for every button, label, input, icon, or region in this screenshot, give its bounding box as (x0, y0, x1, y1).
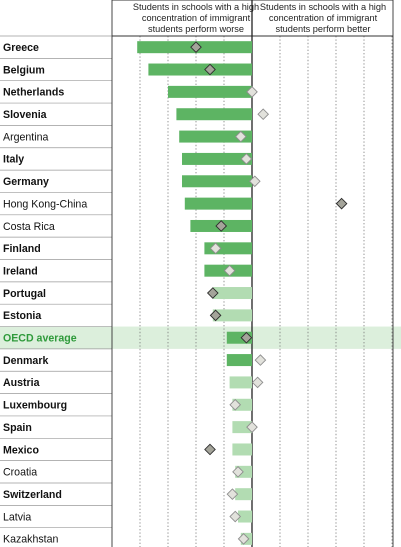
bar (238, 510, 252, 523)
bar (176, 108, 252, 121)
marker-diamond (246, 421, 258, 433)
marker-diamond (240, 153, 253, 165)
category-label: Latvia (3, 511, 31, 523)
category-label: Hong Kong-China (3, 198, 87, 210)
category-label: Croatia (3, 467, 37, 479)
oecd-average-band (0, 326, 401, 349)
category-label: Kazakhstan (3, 534, 58, 546)
marker-diamond (246, 86, 258, 98)
header-right-line-3: students perform better (276, 24, 371, 34)
category-label: Portugal (3, 288, 46, 300)
category-label: Luxembourg (3, 400, 67, 412)
bar (179, 130, 252, 143)
category-label: OECD average (3, 333, 77, 345)
category-label: Denmark (3, 355, 48, 367)
header-left-line-3: students perform worse (148, 24, 244, 34)
bar (184, 197, 252, 210)
bar (148, 63, 252, 76)
marker-diamond (229, 398, 242, 411)
category-label: Ireland (3, 265, 38, 277)
category-label: Netherlands (3, 87, 64, 99)
category-label: Italy (3, 154, 24, 166)
category-label: Spain (3, 422, 32, 434)
header-left-line-2: concentration of immigrant (142, 13, 251, 23)
marker-diamond (257, 108, 270, 121)
marker-diamond (215, 220, 228, 232)
category-label: Germany (3, 176, 49, 188)
category-label: Switzerland (3, 489, 62, 501)
bar (232, 443, 252, 456)
marker-diamond (223, 264, 236, 277)
marker-diamond (190, 41, 202, 54)
marker-diamond (209, 309, 222, 322)
bar (212, 309, 252, 322)
bar (212, 287, 252, 300)
chart-header: Students in schools with a high concentr… (133, 2, 386, 34)
category-label: Austria (3, 377, 40, 389)
category-label: Estonia (3, 310, 41, 322)
marker-diamond (240, 331, 253, 344)
bar (226, 354, 252, 367)
marker-diamond (206, 287, 219, 299)
bar (235, 488, 252, 501)
category-label: Mexico (3, 444, 39, 456)
marker-diamond (232, 465, 244, 478)
marker-diamond (254, 354, 267, 366)
marker-diamond (248, 175, 261, 188)
marker-diamond (237, 533, 250, 545)
bar (182, 152, 252, 165)
category-label: Costa Rica (3, 221, 55, 233)
category-label: Belgium (3, 64, 45, 76)
category-label: Greece (3, 42, 39, 54)
bar (229, 376, 252, 389)
header-left-line-1: Students in schools with a high (133, 2, 259, 12)
category-label: Slovenia (3, 109, 47, 121)
marker-diamond (226, 488, 239, 501)
marker-diamond (335, 197, 348, 210)
marker-diamond (251, 376, 264, 389)
marker-diamond (209, 242, 222, 255)
bar (168, 85, 252, 98)
header-right-line-1: Students in schools with a high (260, 2, 386, 12)
header-right-line-2: concentration of immigrant (269, 13, 378, 23)
bar (232, 421, 252, 434)
category-label: Finland (3, 243, 41, 255)
category-label: Argentina (3, 131, 48, 143)
marker-diamond (204, 443, 216, 456)
marker-diamond (234, 130, 247, 143)
marker-diamond (204, 63, 216, 76)
marker-diamond (229, 510, 242, 523)
bar (182, 175, 252, 188)
